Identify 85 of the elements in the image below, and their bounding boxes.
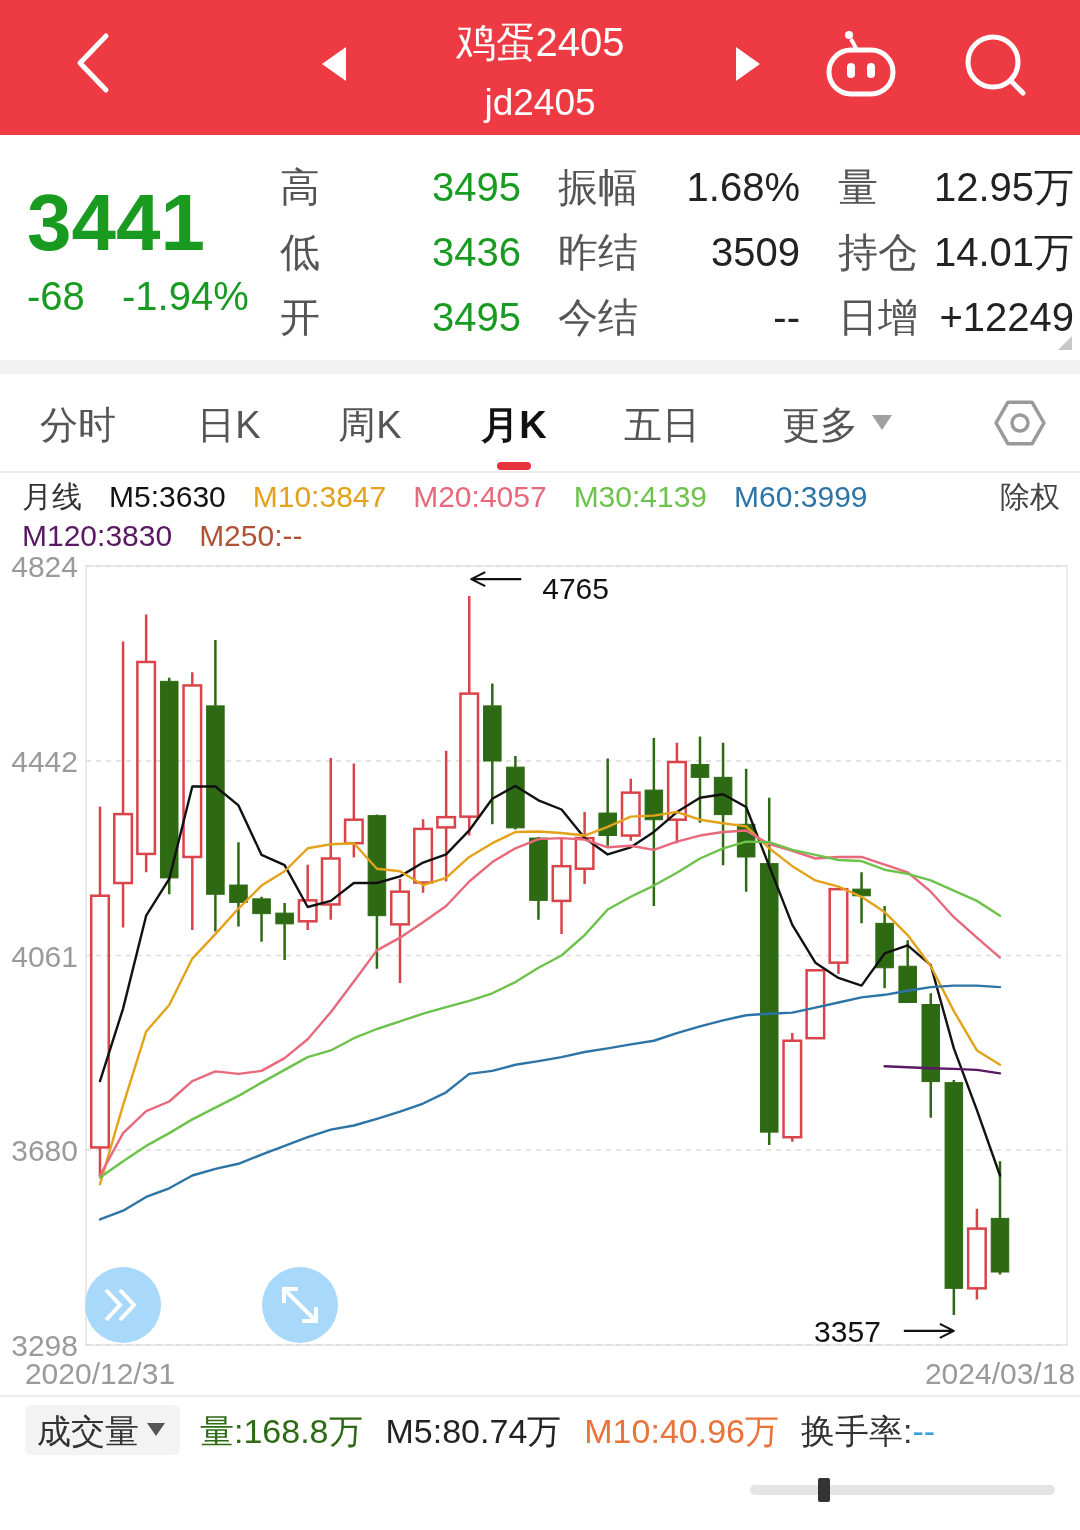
text: 3495 xyxy=(432,165,521,209)
candlestick xyxy=(252,895,271,943)
text: 分时 xyxy=(40,404,116,446)
candlestick xyxy=(113,640,134,929)
text: 日增 xyxy=(838,295,918,339)
text: 量:168.8万 xyxy=(200,1412,363,1450)
text: -1.94% xyxy=(122,274,249,318)
candlestick xyxy=(343,762,364,859)
text: M60:3999 xyxy=(734,480,868,513)
text: 1.68% xyxy=(686,165,800,209)
candlestick xyxy=(206,638,225,933)
candlestick xyxy=(389,877,411,985)
legend-title: 月线 xyxy=(22,480,82,513)
candlestick xyxy=(898,938,917,1003)
line-series xyxy=(98,984,1002,1221)
candlestick xyxy=(182,670,203,932)
candlestick xyxy=(136,613,157,874)
text: -68 xyxy=(27,274,85,318)
text: 3509 xyxy=(711,230,800,274)
candlestick xyxy=(852,871,871,925)
text: 五日 xyxy=(624,404,700,446)
candlestick xyxy=(921,992,941,1120)
candlestick xyxy=(506,754,525,831)
text: M5:80.74万 xyxy=(385,1412,562,1450)
candlestick xyxy=(644,736,664,908)
text: 日K xyxy=(197,404,261,446)
candlestick xyxy=(690,735,710,825)
annotation: 4765 xyxy=(542,572,609,606)
y-tick-label: 3680 xyxy=(11,1133,78,1167)
candlestick xyxy=(966,1207,987,1301)
y-tick-label: 4824 xyxy=(11,550,78,583)
text: M20:4057 xyxy=(413,480,547,513)
candlestick xyxy=(297,863,318,932)
candlestick xyxy=(782,1031,803,1144)
text: M10:3847 xyxy=(252,480,387,513)
candlestick xyxy=(229,840,248,928)
candlestick xyxy=(598,757,617,847)
candlestick xyxy=(483,682,502,826)
text: 高 xyxy=(280,165,320,209)
candlestick xyxy=(436,749,457,883)
candlestick xyxy=(875,904,894,990)
text: 3441 xyxy=(27,178,205,267)
candlestick xyxy=(713,741,733,867)
candlestick xyxy=(320,756,341,922)
candlestick xyxy=(275,901,294,962)
text: 更多 xyxy=(782,404,858,446)
annotation: 3357 xyxy=(814,1314,881,1348)
text: 成交量 xyxy=(37,1412,139,1450)
line-series xyxy=(883,1065,1002,1075)
candlestick xyxy=(620,777,641,842)
text: 换手率: xyxy=(800,1412,913,1450)
text: M120:3830 xyxy=(22,519,173,552)
text: 月K xyxy=(480,404,548,446)
text: 开 xyxy=(280,295,320,339)
candlestick xyxy=(159,676,179,896)
text: -- xyxy=(912,1412,936,1450)
text: 持仓 xyxy=(838,230,918,274)
text: jd2405 xyxy=(483,82,596,123)
text: 今结 xyxy=(558,295,638,339)
text: +12249 xyxy=(939,295,1074,339)
candlestick xyxy=(944,1078,964,1317)
text: 昨结 xyxy=(558,230,638,274)
y-tick-label: 4061 xyxy=(11,939,78,973)
candlestick xyxy=(459,594,480,837)
legend-label: M250:-- xyxy=(199,519,303,552)
text: 12.95万 xyxy=(933,165,1074,209)
text: 除权 xyxy=(1000,480,1060,513)
text: 3436 xyxy=(432,230,521,274)
text: 周K xyxy=(338,404,402,446)
y-tick-label: 4442 xyxy=(11,745,78,779)
x-tick-label: 2024/03/18 xyxy=(924,1357,1076,1390)
text: 14.01万 xyxy=(933,230,1074,274)
candlestick xyxy=(990,1159,1010,1276)
candlestick xyxy=(551,836,572,936)
text: 振幅 xyxy=(558,165,638,209)
text: 低 xyxy=(280,230,320,274)
candlestick xyxy=(759,796,779,1147)
text: -- xyxy=(773,295,800,339)
text: 3495 xyxy=(432,295,521,339)
text: 量 xyxy=(838,165,878,209)
text: 鸡蛋2405 xyxy=(454,20,625,64)
text: M5:3630 xyxy=(109,480,226,513)
text: M30:4139 xyxy=(573,480,708,513)
text: M10:40.96万 xyxy=(584,1412,779,1450)
candlestick xyxy=(828,887,849,976)
